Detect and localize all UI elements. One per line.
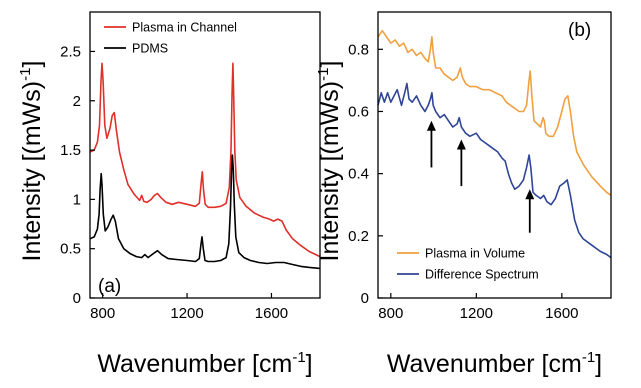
x-tick-label: 1600 bbox=[545, 305, 578, 322]
plot-frame bbox=[377, 11, 612, 299]
series-line-0 bbox=[377, 29, 612, 197]
annotation-arrow-2 bbox=[525, 189, 535, 233]
y-axis-label: Intensity [(mWs)-1] bbox=[17, 61, 46, 262]
x-axis-label-main: Wavenumber [cm bbox=[97, 350, 292, 378]
y-tick-label: 0 bbox=[73, 290, 81, 307]
x-axis-label: Wavenumber [cm-1] bbox=[97, 349, 312, 378]
legend: Plasma in Channel PDMS bbox=[104, 21, 237, 56]
panel-label: (a) bbox=[98, 276, 121, 297]
arrow-head bbox=[456, 139, 466, 150]
y-axis-label-main: Intensity [(mWs) bbox=[316, 81, 344, 262]
legend-label-0: Plasma in Channel bbox=[132, 21, 237, 35]
legend-label-0: Plasma in Volume bbox=[425, 247, 525, 261]
x-tick-label: 1200 bbox=[460, 305, 493, 322]
y-tick-label: 0.8 bbox=[348, 41, 369, 58]
y-tick-label: 2.5 bbox=[60, 43, 81, 60]
y-axis-label-sup: -1 bbox=[17, 68, 34, 81]
y-axis-label-end: ] bbox=[18, 61, 46, 68]
series-line-1 bbox=[377, 82, 612, 259]
y-axis-label-sup: -1 bbox=[315, 68, 332, 81]
y-tick-label: 2 bbox=[73, 93, 81, 110]
x-tick-label: 1600 bbox=[255, 305, 288, 322]
y-axis-label-main: Intensity [(mWs) bbox=[18, 81, 46, 262]
legend: Plasma in Volume Difference Spectrum bbox=[397, 247, 539, 282]
plot-frame bbox=[89, 11, 321, 299]
x-tick-label: 800 bbox=[378, 305, 403, 322]
x-axis-label-main: Wavenumber [cm bbox=[387, 350, 582, 378]
y-axis-label-end: ] bbox=[316, 61, 344, 68]
annotation-arrow-0 bbox=[426, 120, 436, 168]
x-tick-label: 1200 bbox=[170, 305, 203, 322]
series-line-0 bbox=[89, 62, 321, 258]
x-axis-label: Wavenumber [cm-1] bbox=[387, 349, 602, 378]
y-tick-label: 0.4 bbox=[348, 166, 369, 183]
x-axis-label-sup: -1 bbox=[292, 349, 305, 366]
x-axis-label-end: ] bbox=[306, 350, 313, 378]
x-tick-label: 800 bbox=[90, 305, 115, 322]
y-tick-label: 0 bbox=[361, 290, 369, 307]
y-axis-label: Intensity [(mWs)-1] bbox=[315, 61, 344, 262]
x-axis-label-end: ] bbox=[595, 350, 602, 378]
panel-label: (b) bbox=[568, 20, 591, 41]
y-tick-label: 1.5 bbox=[60, 142, 81, 159]
x-axis-label-sup: -1 bbox=[582, 349, 595, 366]
legend-label-1: PDMS bbox=[132, 42, 168, 56]
y-tick-label: 0.2 bbox=[348, 228, 369, 245]
arrow-head bbox=[426, 120, 436, 131]
arrow-head bbox=[525, 189, 535, 200]
y-tick-label: 1 bbox=[73, 191, 81, 208]
annotation-arrow-1 bbox=[456, 139, 466, 187]
y-tick-label: 0.6 bbox=[348, 103, 369, 120]
legend-label-1: Difference Spectrum bbox=[425, 268, 539, 282]
series-line-1 bbox=[89, 154, 321, 270]
y-tick-label: 0.5 bbox=[60, 241, 81, 258]
